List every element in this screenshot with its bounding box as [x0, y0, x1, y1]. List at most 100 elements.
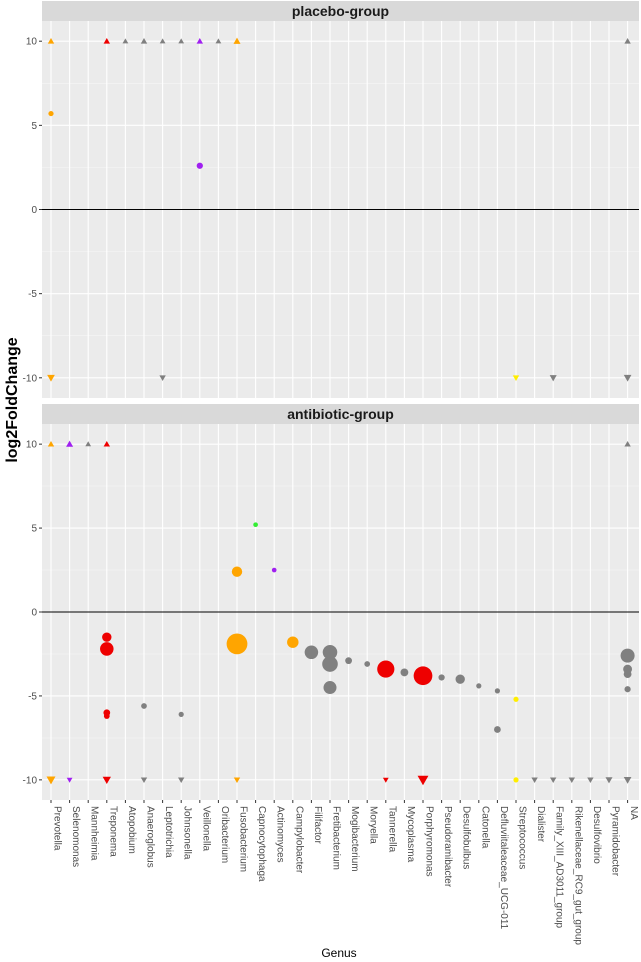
- x-tick-label: Filifactor: [312, 806, 323, 844]
- panel-title: antibiotic-group: [287, 406, 394, 422]
- data-point: [512, 375, 520, 382]
- data-point: [494, 688, 500, 694]
- data-point: [304, 645, 319, 660]
- x-tick-label: Anaeroglobus: [145, 806, 156, 868]
- x-tick-label: Pseudoramibacter: [442, 806, 453, 888]
- x-tick-label: Leptotrichia: [163, 806, 174, 858]
- panel-title: placebo-group: [292, 3, 389, 19]
- x-tick-label: Mogibacterium: [349, 806, 360, 872]
- data-point: [122, 38, 129, 44]
- y-tick-label: 10: [26, 440, 38, 451]
- data-point: [103, 440, 110, 447]
- data-point: [323, 681, 337, 695]
- y-tick-label: 0: [31, 205, 37, 216]
- data-point: [513, 777, 519, 783]
- data-point: [140, 37, 148, 44]
- x-tick-label: Family_XIII_AD3011_group: [554, 806, 565, 929]
- x-tick-label: Pyramidobacter: [610, 806, 621, 877]
- x-tick-label: Mycoplasma: [405, 806, 416, 863]
- panel-strip: [42, 1, 639, 21]
- x-tick-label: Catonella: [479, 806, 490, 849]
- data-point: [476, 683, 482, 689]
- x-tick-label: Streptococcus: [517, 806, 528, 869]
- data-point: [141, 703, 147, 709]
- x-tick-label: Atopobium: [126, 806, 137, 854]
- panel-0: placebo-group 10 5 0 -5 -10: [23, 1, 639, 398]
- data-point: [103, 37, 110, 44]
- data-point: [215, 38, 222, 44]
- y-tick-label: -5: [28, 289, 37, 300]
- x-tick-label: Rikenellaceae_RC9_gut_group: [572, 806, 583, 945]
- x-tick-label: Prevotella: [52, 806, 63, 851]
- panel-strip: [42, 404, 639, 424]
- data-point: [271, 567, 277, 573]
- data-point: [624, 37, 631, 44]
- data-point: [253, 522, 258, 528]
- y-tick-label: -10: [23, 775, 38, 786]
- data-point: [549, 375, 557, 382]
- x-tick-label: Defluviitaleaceae_UCG-011: [498, 806, 509, 930]
- data-point: [494, 726, 501, 733]
- panel-1: antibiotic-group 10 5 0 -5 -10: [23, 404, 639, 800]
- x-axis-ticks: Prevotella Selenomonas Mannheimia Treponema…: [50, 800, 639, 945]
- y-tick-label: -10: [23, 373, 38, 384]
- data-point: [623, 374, 632, 382]
- data-point: [623, 670, 632, 679]
- data-point: [47, 440, 55, 447]
- y-axis-title: log2FoldChange: [4, 337, 21, 462]
- data-point: [568, 777, 575, 784]
- x-tick-label: Moryella: [368, 806, 379, 844]
- data-point: [46, 776, 56, 785]
- x-tick-label: Selenomonas: [70, 806, 81, 867]
- data-point: [226, 633, 248, 655]
- x-tick-label: Dialister: [535, 806, 546, 843]
- data-point: [102, 632, 112, 642]
- data-point: [287, 636, 299, 648]
- x-tick-label: Oribacterium: [219, 806, 230, 863]
- data-point: [455, 674, 465, 684]
- data-point: [48, 110, 54, 117]
- data-point: [620, 648, 635, 663]
- data-point: [100, 642, 114, 656]
- data-point: [587, 777, 594, 784]
- data-point: [196, 162, 203, 169]
- data-point: [178, 777, 185, 784]
- x-tick-label: Desulfobulbus: [461, 806, 472, 869]
- data-point: [178, 711, 184, 717]
- data-point: [47, 374, 55, 382]
- data-point: [413, 666, 433, 686]
- data-point: [231, 566, 243, 577]
- data-point: [377, 660, 395, 678]
- data-point: [531, 777, 538, 784]
- data-point: [400, 668, 409, 677]
- x-axis-title: Genus: [321, 946, 356, 960]
- data-point: [85, 441, 92, 447]
- data-point: [103, 713, 110, 719]
- y-tick-label: 10: [26, 37, 38, 48]
- data-point: [382, 777, 389, 783]
- data-point: [364, 661, 371, 667]
- y-tick-label: 5: [31, 524, 37, 535]
- x-tick-label: Fretibacterium: [331, 806, 342, 870]
- x-tick-label: Treponema: [107, 806, 118, 857]
- data-point: [159, 375, 166, 382]
- data-point: [66, 777, 73, 783]
- data-point: [322, 656, 338, 672]
- y-tick-label: -5: [28, 691, 37, 702]
- x-tick-label: Capnocytophaga: [256, 806, 267, 882]
- data-point: [178, 38, 185, 44]
- y-tick-label: 5: [31, 121, 37, 132]
- data-point: [345, 657, 352, 665]
- y-tick-label: 0: [31, 608, 37, 619]
- data-point: [624, 686, 631, 693]
- data-point: [417, 775, 429, 786]
- data-point: [438, 674, 445, 681]
- data-point: [102, 776, 111, 785]
- x-tick-label: Mannheimia: [89, 806, 100, 861]
- x-tick-label: NA: [628, 806, 639, 820]
- data-point: [66, 440, 74, 447]
- data-point: [624, 440, 631, 447]
- data-point: [196, 37, 203, 44]
- data-points: [46, 440, 635, 786]
